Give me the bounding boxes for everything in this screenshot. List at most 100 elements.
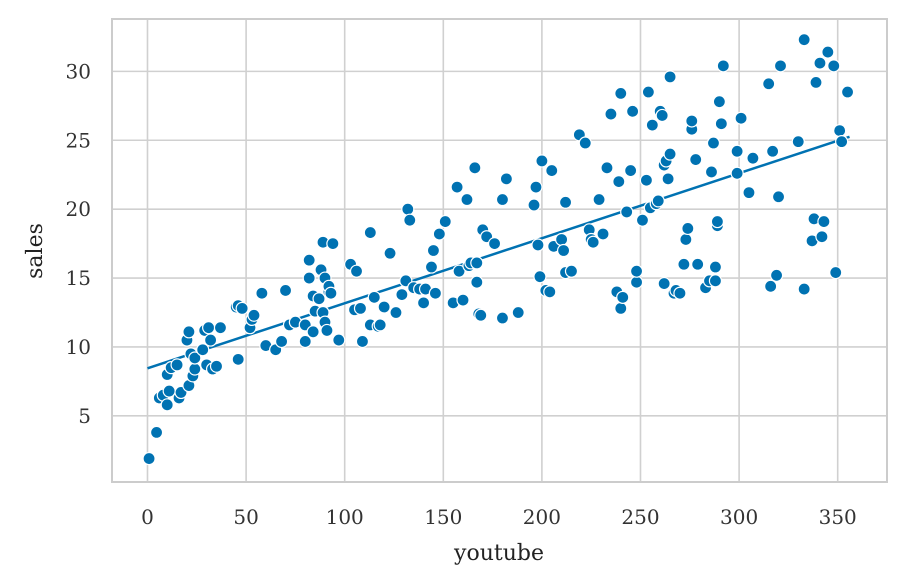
data-point: [635, 213, 650, 227]
data-point: [614, 86, 628, 101]
data-point: [835, 135, 849, 149]
data-point: [641, 85, 655, 99]
data-point: [708, 260, 723, 274]
data-point: [645, 118, 659, 132]
data-point: [531, 238, 545, 252]
data-point: [681, 221, 695, 236]
data-point: [558, 195, 573, 209]
data-point: [533, 270, 547, 284]
y-tick-label: 10: [66, 335, 91, 359]
data-point: [535, 154, 549, 168]
x-tick-label: 50: [233, 505, 258, 529]
data-point: [160, 398, 174, 412]
data-point: [685, 114, 699, 128]
data-point: [511, 305, 525, 320]
data-point: [821, 45, 835, 59]
x-axis-label: youtube: [453, 541, 544, 566]
data-point: [306, 325, 320, 339]
x-tick-labels: 0 50 100 150 200 250 300 350: [141, 505, 857, 529]
data-point: [730, 166, 744, 180]
data-point: [714, 117, 728, 131]
data-point: [663, 147, 677, 161]
data-point: [578, 136, 592, 150]
data-point: [373, 318, 387, 332]
data-point: [403, 213, 417, 227]
data-point: [170, 358, 184, 372]
data-point: [438, 214, 452, 229]
data-point: [620, 205, 634, 219]
plot-frame: [111, 18, 888, 483]
data-point: [708, 274, 723, 288]
data-point: [791, 135, 805, 149]
data-point: [499, 172, 514, 186]
data-point: [661, 172, 675, 186]
data-point: [349, 264, 364, 278]
data-point: [766, 144, 780, 158]
data-point: [716, 59, 730, 73]
data-point: [592, 192, 606, 207]
data-point: [626, 104, 640, 118]
data-point: [555, 232, 569, 247]
data-point: [188, 362, 202, 376]
y-axis-label: sales: [23, 223, 48, 279]
y-tick-labels: 5 10 15 20 25 30: [66, 59, 91, 427]
data-point: [629, 264, 644, 278]
data-point: [487, 237, 502, 251]
data-point: [424, 260, 439, 274]
data-point: [353, 301, 368, 315]
data-point: [840, 85, 855, 99]
data-point: [691, 257, 705, 271]
data-point: [689, 152, 703, 167]
data-point: [624, 163, 638, 178]
data-point: [383, 246, 397, 260]
data-point: [302, 253, 316, 267]
x-tick-label: 350: [819, 505, 857, 529]
data-point: [771, 190, 786, 204]
data-point: [706, 136, 721, 150]
data-point: [833, 124, 847, 138]
x-tick-label: 150: [424, 505, 462, 529]
data-point: [470, 256, 484, 270]
data-point: [629, 275, 644, 289]
data-point: [298, 334, 312, 349]
data-point: [213, 321, 228, 335]
data-point: [363, 225, 377, 240]
data-point: [312, 292, 326, 306]
data-point: [655, 108, 669, 123]
y-tick-label: 30: [66, 59, 91, 83]
data-point: [616, 290, 630, 304]
data-point: [302, 271, 316, 285]
data-point: [614, 301, 628, 315]
data-point: [231, 352, 245, 366]
x-tick-label: 250: [621, 505, 659, 529]
data-point: [456, 293, 470, 307]
grid: [112, 19, 887, 482]
data-point: [202, 321, 216, 335]
data-point: [495, 311, 510, 325]
data-point: [746, 151, 760, 165]
data-point: [797, 33, 811, 47]
data-point: [332, 333, 346, 347]
data-point: [773, 59, 788, 73]
data-point: [255, 286, 269, 300]
y-tick-label: 25: [66, 128, 91, 152]
data-points: [142, 33, 855, 466]
data-point: [452, 264, 466, 278]
data-point: [712, 95, 726, 109]
y-tick-label: 20: [66, 197, 91, 221]
data-point: [600, 161, 614, 175]
data-point: [401, 202, 415, 216]
data-point: [817, 214, 831, 229]
data-point: [278, 283, 293, 298]
data-point: [495, 192, 510, 207]
x-tick-label: 100: [326, 505, 364, 529]
data-point: [188, 351, 202, 365]
data-point: [377, 300, 391, 314]
data-point: [355, 334, 370, 349]
data-point: [468, 161, 482, 175]
data-point: [235, 301, 249, 315]
data-point: [710, 214, 725, 229]
data-point: [813, 56, 827, 70]
data-point: [764, 279, 778, 293]
data-point: [527, 198, 541, 212]
